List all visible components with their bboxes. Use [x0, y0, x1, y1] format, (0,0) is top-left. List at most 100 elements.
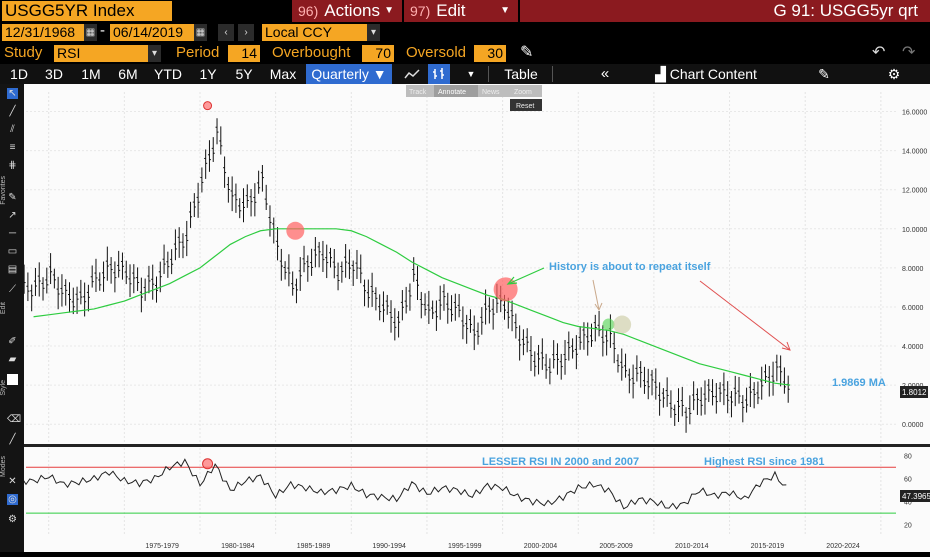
price-tick-label: 14.0000: [902, 149, 927, 156]
gann-tool-icon[interactable]: ⋕: [8, 160, 17, 171]
peak-highlight-circle: [203, 101, 213, 111]
date-bar: 12/31/1968 ▦ - 06/14/2019 ▦ ‹ › Local CC…: [0, 22, 930, 43]
next-arrow-icon[interactable]: ›: [238, 24, 254, 41]
range-max[interactable]: Max: [269, 66, 297, 82]
rsi-tick-label: 60: [904, 477, 912, 484]
last-price-label: 1.8012: [902, 388, 927, 397]
range-1d[interactable]: 1D: [10, 66, 28, 82]
hline-icon[interactable]: ─: [8, 228, 17, 239]
x-tick-label: 1985-1989: [297, 543, 331, 550]
color-swatch-icon[interactable]: [7, 374, 18, 385]
divider: [488, 66, 489, 82]
crosshair-icon[interactable]: ◎: [7, 494, 18, 505]
gear-icon[interactable]: ⚙: [887, 66, 901, 82]
price-tick-label: 6.0000: [902, 305, 924, 312]
chevron-down-icon: ▼: [384, 5, 394, 16]
chart-svg[interactable]: 16.0000 14.0000 12.0000 10.0000 8.0000 6.0000…: [18, 84, 930, 552]
end-date-field[interactable]: 06/14/2019: [110, 24, 194, 41]
edit-label: Edit: [436, 1, 466, 20]
calendar-icon[interactable]: ▦: [194, 24, 207, 41]
frequency-select[interactable]: Quarterly ▼: [306, 64, 392, 84]
cross-icon[interactable]: ✕: [8, 476, 17, 487]
start-date-field[interactable]: 12/31/1968: [2, 24, 84, 41]
x-tick-label: 1990-1994: [372, 543, 406, 550]
collapse-icon[interactable]: «: [600, 65, 610, 82]
rsi-tick-label: 20: [904, 523, 912, 530]
reset-label: Reset: [516, 103, 534, 110]
line-chart-icon[interactable]: [400, 64, 424, 84]
line-tool-icon[interactable]: ╱: [9, 106, 16, 117]
reset-button[interactable]: [510, 99, 542, 111]
green-arrow-head: [506, 276, 518, 285]
x-tick-label: 2015-2019: [751, 543, 785, 550]
chevron-down-icon: ▼: [372, 66, 387, 82]
range-1m[interactable]: 1M: [81, 66, 101, 82]
eraser-icon[interactable]: ⌫: [7, 414, 22, 425]
tan-arrow-head: [594, 302, 603, 312]
range-3d[interactable]: 3D: [45, 66, 63, 82]
mini-news[interactable]: News: [482, 89, 500, 96]
rect-tool-icon[interactable]: ▭: [7, 246, 18, 257]
panel-divider: [24, 444, 930, 447]
period-field[interactable]: 14: [228, 45, 260, 62]
style-label: Style: [0, 380, 7, 396]
range-ytd[interactable]: YTD: [154, 66, 182, 82]
range-1y[interactable]: 1Y: [199, 66, 217, 82]
table-button[interactable]: Table: [504, 66, 538, 82]
title-bar: USGG5YR Index 96) Actions ▼ 97) Edit ▼ G 91:…: [0, 0, 930, 22]
mini-zoom[interactable]: Zoom: [514, 89, 532, 96]
price-tick-label: 4.0000: [902, 344, 924, 351]
bar-chart-icon[interactable]: [428, 64, 450, 84]
text-tool-icon[interactable]: ▤: [7, 264, 18, 275]
arrow-tool-icon[interactable]: ↗: [8, 210, 17, 221]
edit-chart-icon[interactable]: ✎: [818, 66, 830, 82]
history-annotation: History is about to repeat itself: [549, 261, 711, 273]
chevron-down-icon[interactable]: ▾: [367, 24, 380, 41]
pencil-icon[interactable]: ✎: [520, 44, 534, 61]
frequency-label: Quarterly: [311, 66, 369, 82]
chart-content-button[interactable]: ▟ Chart Content: [646, 64, 766, 84]
red-arrow-head: [781, 341, 791, 351]
oversold-field[interactable]: 30: [474, 45, 506, 62]
channel-tool-icon[interactable]: ⫽: [10, 124, 15, 135]
prev-arrow-icon[interactable]: ‹: [218, 24, 234, 41]
pencil-icon[interactable]: ✐: [8, 336, 17, 347]
study-select[interactable]: RSI: [54, 45, 148, 62]
price-tick-label: 10.0000: [902, 227, 927, 234]
mini-annotate[interactable]: Annotate: [438, 89, 466, 96]
chevron-down-icon[interactable]: ▾: [148, 45, 161, 62]
actions-menu[interactable]: 96) Actions ▼: [292, 0, 402, 22]
pen-icon[interactable]: ✎: [8, 192, 17, 203]
edit-side-label: Edit: [0, 302, 7, 315]
edit-menu[interactable]: 97) Edit ▼: [404, 0, 518, 22]
calendar-icon[interactable]: ▦: [84, 24, 97, 41]
cursor-icon[interactable]: ↖: [7, 88, 18, 99]
period-label: Period: [176, 44, 220, 61]
page-title: G 91: USGG5yr qrt: [520, 0, 930, 22]
redo-icon[interactable]: ↷: [902, 44, 916, 61]
red-arrow: [699, 280, 791, 351]
last-rsi-box: [900, 490, 930, 502]
range-5y[interactable]: 5Y: [235, 66, 253, 82]
ticker-field[interactable]: USGG5YR Index: [2, 1, 172, 21]
study-label: Study: [4, 44, 43, 61]
settings-small-icon[interactable]: ⚙: [8, 514, 17, 525]
toolbar: 1D 3D 1M 6M YTD 1Y 5Y Max Quarterly ▼ ▼ …: [0, 64, 930, 84]
drawing-toolbar: ↖ ╱ ⫽ ≡ ⋕ Favorites ✎ ↗ ─ ▭ ▤ ⟋ Edit ✐ ▰…: [0, 84, 24, 552]
chevron-down-icon[interactable]: ▼: [466, 69, 476, 79]
highlight-icon[interactable]: ▰: [8, 354, 17, 365]
trend-icon[interactable]: ⟋: [9, 284, 16, 295]
brush-icon[interactable]: ╱: [9, 434, 16, 445]
mini-track[interactable]: Track: [409, 89, 427, 96]
undo-icon[interactable]: ↶: [872, 44, 886, 61]
actions-label: Actions: [324, 1, 380, 20]
chart-area[interactable]: 16.0000 14.0000 12.0000 10.0000 8.0000 6.0000…: [18, 84, 930, 552]
currency-select[interactable]: Local CCY: [262, 24, 367, 41]
overbought-field[interactable]: 70: [362, 45, 394, 62]
price-tick-label: 12.0000: [902, 188, 927, 195]
range-6m[interactable]: 6M: [118, 66, 138, 82]
fib-tool-icon[interactable]: ≡: [9, 142, 16, 153]
favorites-label: Favorites: [0, 176, 7, 205]
rsi-tick-label: 40: [904, 500, 912, 507]
price-tick-label: 0.0000: [902, 422, 924, 429]
